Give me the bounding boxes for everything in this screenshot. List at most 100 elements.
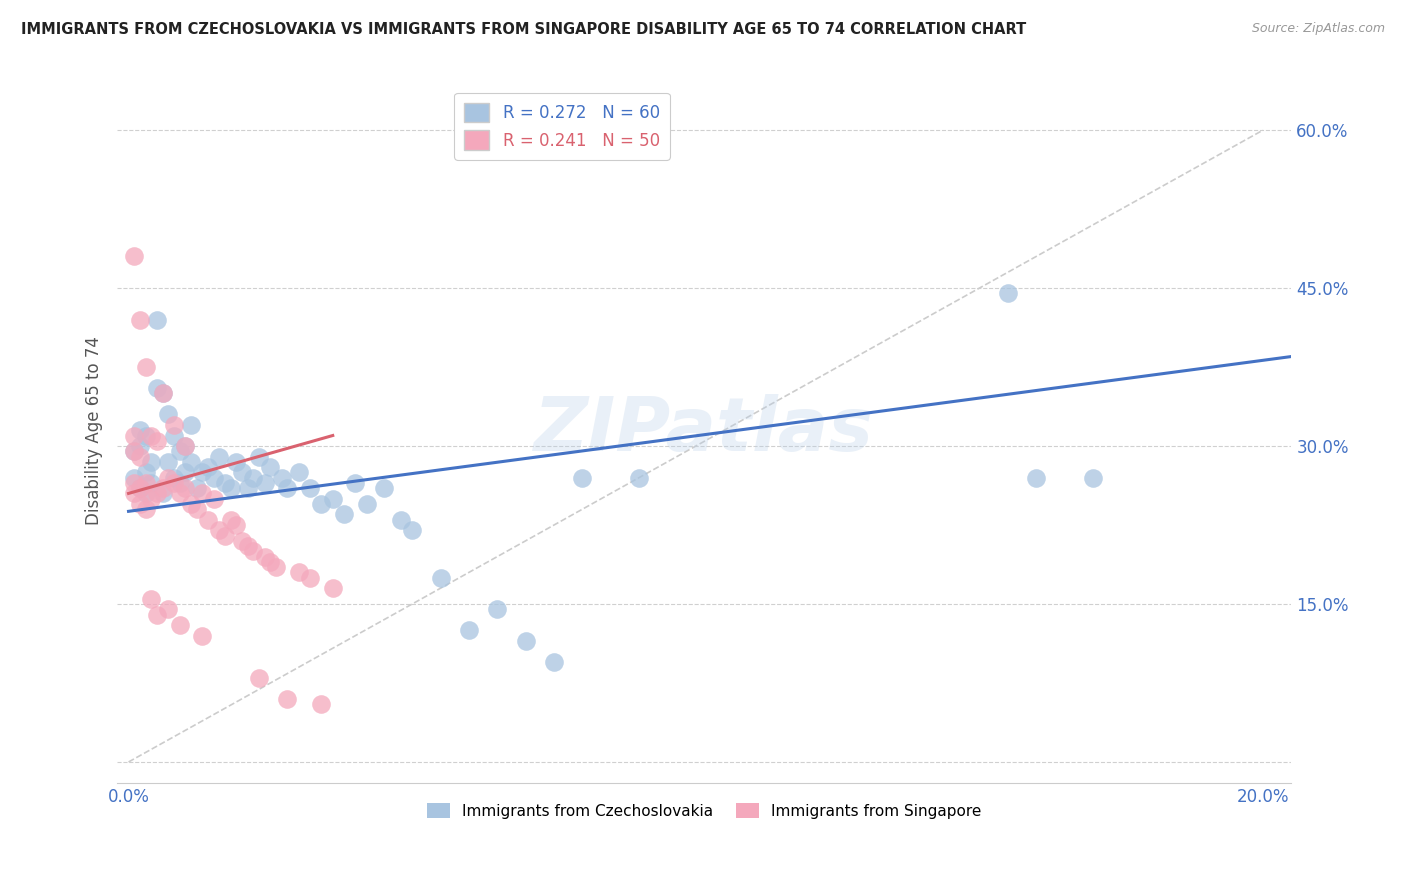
Point [264,560,287,574]
Point [186,502,208,516]
Point [1081,470,1104,484]
Point [458,624,481,638]
Point [322,491,344,506]
Point [373,481,395,495]
Point [169,618,191,632]
Point [311,697,333,711]
Point [163,417,186,432]
Point [287,566,309,580]
Point [208,523,231,537]
Point [202,470,225,484]
Point [628,470,651,484]
Point [152,481,174,495]
Point [180,497,202,511]
Point [146,607,169,622]
Point [333,508,356,522]
Point [163,475,186,490]
Point [169,486,191,500]
Text: ZIPatlas: ZIPatlas [534,393,875,467]
Point [236,481,259,495]
Point [152,386,174,401]
Point [128,439,150,453]
Point [141,428,163,442]
Point [174,439,197,453]
Point [122,250,145,264]
Point [180,417,202,432]
Point [169,475,191,490]
Point [253,475,276,490]
Point [146,434,169,448]
Point [1025,470,1047,484]
Point [141,491,163,506]
Point [141,591,163,606]
Point [146,381,169,395]
Point [141,455,163,469]
Point [214,475,236,490]
Point [259,460,281,475]
Point [197,513,219,527]
Point [174,466,197,480]
Text: IMMIGRANTS FROM CZECHOSLOVAKIA VS IMMIGRANTS FROM SINGAPORE DISABILITY AGE 65 TO: IMMIGRANTS FROM CZECHOSLOVAKIA VS IMMIGR… [21,22,1026,37]
Point [152,386,174,401]
Point [174,481,197,495]
Point [128,481,150,495]
Point [157,408,180,422]
Point [146,486,169,500]
Point [247,671,270,685]
Point [543,655,565,669]
Point [122,428,145,442]
Point [322,581,344,595]
Point [236,539,259,553]
Point [202,491,225,506]
Point [128,481,150,495]
Point [169,444,191,458]
Text: Source: ZipAtlas.com: Source: ZipAtlas.com [1251,22,1385,36]
Point [401,523,423,537]
Point [270,470,292,484]
Point [253,549,276,564]
Point [152,486,174,500]
Point [571,470,593,484]
Point [214,528,236,542]
Point [276,481,298,495]
Point [515,633,537,648]
Point [191,486,214,500]
Point [191,629,214,643]
Point [180,455,202,469]
Point [242,470,264,484]
Point [259,555,281,569]
Point [135,466,157,480]
Point [135,359,157,374]
Point [231,533,253,548]
Point [122,486,145,500]
Point [135,486,157,500]
Point [242,544,264,558]
Point [174,439,197,453]
Point [141,475,163,490]
Point [299,481,322,495]
Point [356,497,378,511]
Point [128,312,150,326]
Point [344,475,367,490]
Point [122,444,145,458]
Point [247,450,270,464]
Point [122,444,145,458]
Point [311,497,333,511]
Point [225,455,247,469]
Point [163,428,186,442]
Point [997,286,1019,301]
Point [157,602,180,616]
Point [276,691,298,706]
Point [231,466,253,480]
Point [163,470,186,484]
Point [122,475,145,490]
Point [191,466,214,480]
Point [157,470,180,484]
Point [299,571,322,585]
Point [135,502,157,516]
Point [219,513,242,527]
Legend: Immigrants from Czechoslovakia, Immigrants from Singapore: Immigrants from Czechoslovakia, Immigran… [420,797,988,825]
Point [146,312,169,326]
Point [135,475,157,490]
Point [128,450,150,464]
